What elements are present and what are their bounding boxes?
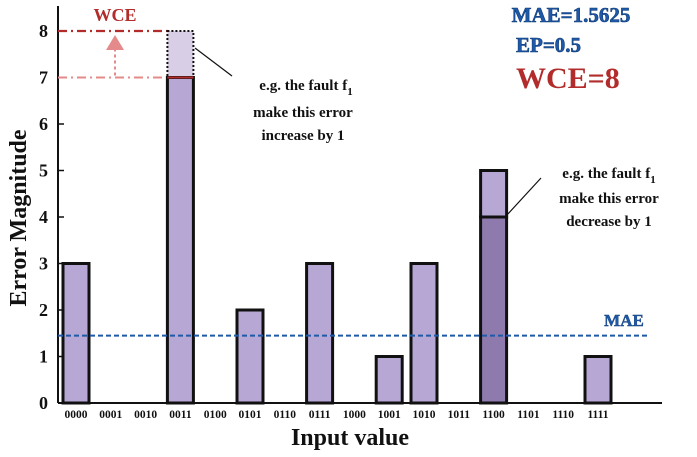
mae-metric: MAE=1.5625 xyxy=(512,3,631,27)
wce-line-label: WCE xyxy=(93,5,136,25)
x-tick-label-1111: 1111 xyxy=(587,409,608,421)
y-tick-label-2: 2 xyxy=(39,300,48,320)
annotation-decrease-pointer xyxy=(505,177,542,217)
x-tick-label-1011: 1011 xyxy=(448,409,471,421)
annotation-decrease-line-3: decrease by 1 xyxy=(566,214,652,230)
y-tick-label-1: 1 xyxy=(39,347,48,367)
x-tick-label-0100: 0100 xyxy=(204,409,227,421)
y-tick-label-8: 8 xyxy=(39,21,48,41)
x-tick-label-1000: 1000 xyxy=(343,409,366,421)
annotation-increase-line-2: make this error xyxy=(253,105,353,121)
x-axis-label: Input value xyxy=(291,425,409,451)
x-tick-label-0111: 0111 xyxy=(309,409,331,421)
y-tick-label-7: 7 xyxy=(39,68,48,88)
x-tick-label-1001: 1001 xyxy=(378,409,401,421)
x-tick-label-0101: 0101 xyxy=(239,409,262,421)
x-tick-label-1100: 1100 xyxy=(482,409,505,421)
ep-metric: EP=0.5 xyxy=(516,33,581,57)
bars xyxy=(61,30,613,405)
y-tick-label-0: 0 xyxy=(39,393,48,413)
y-tick-label-3: 3 xyxy=(39,254,48,274)
bar-0000 xyxy=(61,262,91,405)
x-tick-label-1110: 1110 xyxy=(552,409,574,421)
y-tick-label-6: 6 xyxy=(39,114,48,134)
x-tick-label-0110: 0110 xyxy=(274,409,297,421)
bar-1100 xyxy=(479,215,509,405)
x-tick-labels: 0000 0001 0010 0011 0100 0101 0110 0111 1000 1001… xyxy=(65,409,609,421)
y-tick-label-4: 4 xyxy=(39,207,48,227)
annotation-decrease-line-2: make this error xyxy=(559,191,659,207)
x-tick-label-1101: 1101 xyxy=(517,409,540,421)
annotation-increase-line-3: increase by 1 xyxy=(261,128,344,144)
y-axis-label: Error Magnitude xyxy=(6,129,32,306)
x-tick-label-0011: 0011 xyxy=(169,409,192,421)
bar-1111 xyxy=(583,355,613,405)
annotation-decrease: e.g. the fault f1 make this error decrea… xyxy=(505,166,659,230)
wce-metric: WCE=8 xyxy=(516,62,620,95)
x-tick-label-0001: 0001 xyxy=(99,409,122,421)
bar-0011-fault-increase xyxy=(166,30,195,79)
bar-1001 xyxy=(374,355,404,405)
mae-line-label: MAE xyxy=(604,311,644,330)
annotation-increase-line-1: e.g. the fault f1 xyxy=(259,78,352,98)
annotation-decrease-line-1: e.g. the fault f1 xyxy=(562,166,655,186)
y-tick-labels: 0 1 2 3 4 5 6 7 8 xyxy=(39,21,48,413)
x-tick-label-1010: 1010 xyxy=(413,409,436,421)
bar-1010 xyxy=(409,262,439,405)
wce-arrow-head xyxy=(106,35,124,50)
bar-0111 xyxy=(305,262,335,405)
bar-0011 xyxy=(165,76,195,405)
y-tick-label-5: 5 xyxy=(39,161,48,181)
wce-marker xyxy=(58,29,168,79)
annotation-increase: e.g. the fault f1 make this error increa… xyxy=(194,47,353,144)
bar-1100-fault-decrease xyxy=(479,169,509,219)
x-tick-label-0010: 0010 xyxy=(134,409,157,421)
annotation-increase-pointer xyxy=(194,47,233,77)
x-tick-label-0000: 0000 xyxy=(65,409,88,421)
bar-0101 xyxy=(235,308,265,405)
